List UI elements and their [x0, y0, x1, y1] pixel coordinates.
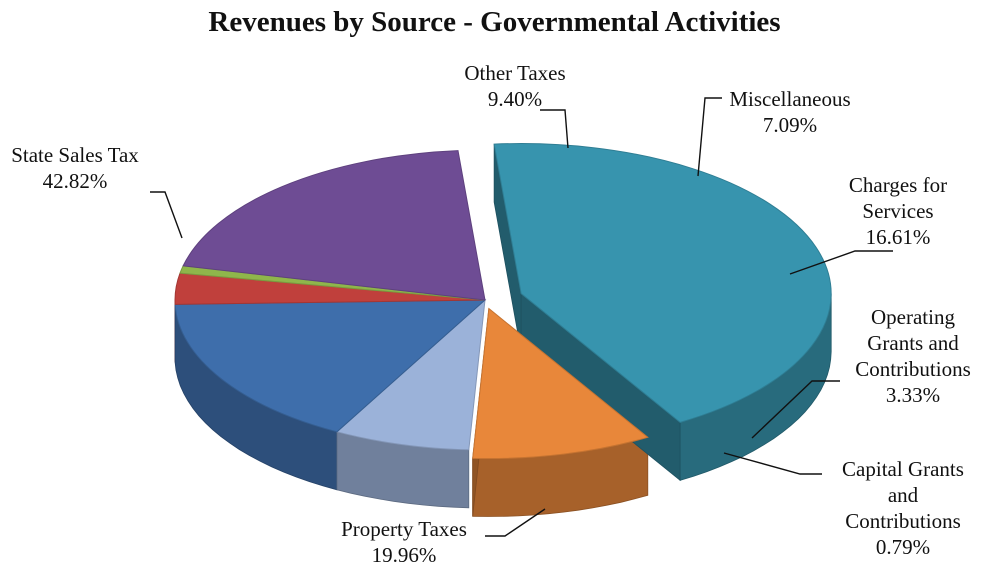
slice-label: and [888, 483, 919, 507]
slice-label: Grants and [867, 331, 959, 355]
slice-label: 9.40% [488, 87, 542, 111]
leader-line [540, 109, 569, 149]
slice-label: Miscellaneous [729, 87, 850, 111]
slice-label: 19.96% [372, 543, 437, 567]
slice-label: Operating [871, 305, 955, 329]
leader-line [697, 97, 722, 177]
slice-label: 3.33% [886, 383, 940, 407]
slice-label: Other Taxes [464, 61, 565, 85]
leader-line [751, 380, 840, 439]
slice-label: State Sales Tax [11, 143, 139, 167]
leader-line [789, 250, 893, 275]
pie-top-layer [174, 143, 832, 460]
pie-slice [493, 143, 832, 423]
pie-slice [174, 299, 487, 433]
pie-slice [472, 307, 649, 460]
slice-label: Capital Grants [842, 457, 964, 481]
slice-label: 0.79% [876, 535, 930, 559]
slice-label: Contributions [845, 509, 961, 533]
slice-label: 16.61% [866, 225, 931, 249]
slice-label: 42.82% [43, 169, 108, 193]
slice-label: Contributions [855, 357, 971, 381]
pie-slice [335, 298, 486, 451]
slice-label: Property Taxes [341, 517, 467, 541]
pie-slice [182, 150, 486, 301]
leader-line [723, 452, 822, 475]
leader-line [485, 508, 546, 537]
chart-title: Revenues by Source - Governmental Activi… [208, 6, 781, 38]
slice-label: Charges for [849, 173, 947, 197]
slice-label: Services [862, 199, 933, 223]
leader-line [150, 191, 183, 239]
slice-label: 7.09% [763, 113, 817, 137]
